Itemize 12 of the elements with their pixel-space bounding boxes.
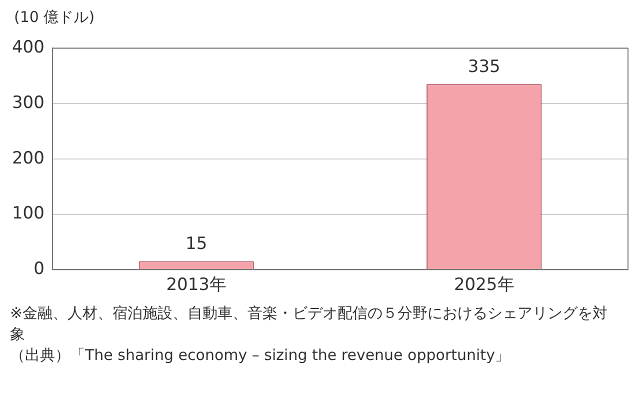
y-tick-label: 0 [34,259,44,280]
data-label: 15 [186,234,208,254]
text: （出典）「The sharing economy – sizing the revenue opportunity」 [10,345,511,366]
data-label: 335 [468,57,500,78]
y-tick-label: 400 [12,38,44,58]
y-axis-title: (10 億ドル) [14,8,95,27]
x-tick-label: 2013年 [166,275,226,296]
text: ※金融、人材、宿泊施設、自動車、音楽・ビデオ配信の５分野におけるシェアリングを対象 [10,303,609,345]
x-tick-label: 2025年 [454,275,514,296]
y-tick-label: 300 [12,92,44,113]
y-tick-label: 100 [12,204,44,224]
y-tick-label: 200 [12,148,44,168]
